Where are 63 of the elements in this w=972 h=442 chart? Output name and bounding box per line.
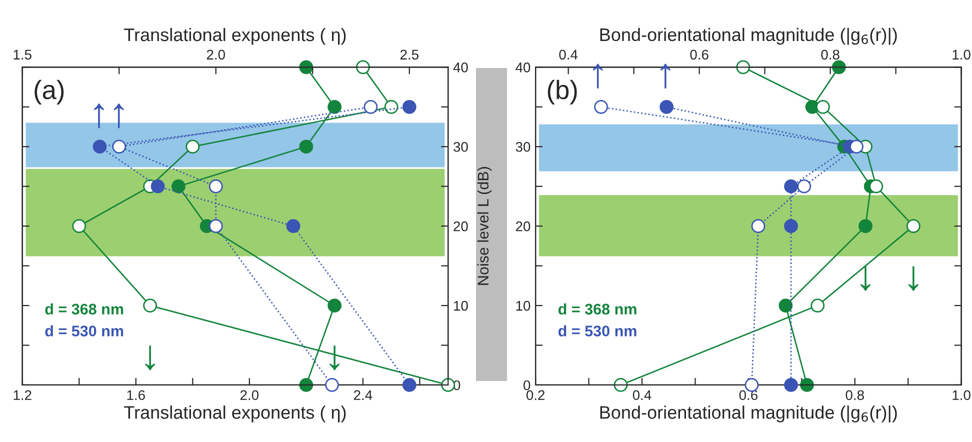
point	[869, 179, 884, 194]
x2-tick-label: 1.5	[14, 50, 32, 60]
y-tick-label: 20	[454, 221, 468, 232]
point	[143, 298, 158, 312]
point	[810, 298, 825, 312]
x-tick-label: 0.6	[739, 390, 758, 400]
text: d = 368 nm	[558, 303, 636, 315]
point	[328, 298, 342, 312]
annotation: ↑	[660, 64, 670, 88]
annotation: ↑	[592, 64, 603, 88]
x2-tick-label: 0.6	[690, 50, 708, 60]
annotation: ↓	[145, 346, 155, 370]
x-tick-label: 1.2	[14, 390, 32, 400]
y-axis-title: Noise level L (dB)	[477, 167, 492, 285]
y-tick-label: 30	[516, 142, 530, 152]
x2-axis-title: Bond-orientational magnitude (|g$_{6}$(r)|)	[600, 28, 897, 45]
x-axis-title: Translational exponents ( η)	[124, 406, 346, 422]
point	[736, 60, 750, 74]
text: d = 530 nm	[45, 325, 124, 336]
x-tick-label: 1.0	[952, 390, 970, 400]
point	[858, 219, 872, 234]
point	[832, 60, 846, 74]
x-tick-label: 2.4	[354, 390, 372, 400]
annotation: (b)	[548, 80, 577, 104]
x2-tick-label: 0.8	[821, 50, 840, 60]
x2-tick-label: 2.0	[206, 50, 225, 60]
point	[172, 179, 186, 194]
point	[299, 60, 314, 74]
point	[328, 100, 342, 114]
y-tick-label: 30	[453, 142, 468, 152]
point	[299, 378, 314, 392]
text: d = 368 nm	[45, 303, 124, 315]
x-tick-label: 0.4	[632, 390, 652, 400]
point	[299, 140, 314, 154]
y-tick-label: 10	[454, 300, 468, 311]
x2-tick-label: 1.0	[952, 50, 970, 60]
point	[800, 378, 814, 392]
x2-tick-label: 0.4	[559, 50, 578, 60]
y-tick-label: 40	[453, 62, 468, 72]
annotation: ↓	[860, 266, 870, 291]
x-tick-label: 1.6	[127, 390, 145, 400]
annotation: ↓	[908, 266, 918, 291]
x-axis-title: Bond-orientational magnitude (|g$_{6}$(r)|)	[600, 406, 897, 422]
y-tick-label: 0	[524, 380, 530, 390]
y-tick-label: 40	[516, 62, 530, 72]
x-tick-label: 0.2	[526, 390, 545, 400]
annotation: ↑	[94, 103, 104, 128]
x2-axis-title: Translational exponents ( η)	[124, 28, 346, 45]
annotation: (a)	[34, 80, 64, 104]
point	[816, 100, 830, 114]
text: d = 530 nm	[558, 325, 636, 336]
x-tick-label: 0.8	[846, 390, 864, 400]
point	[186, 140, 200, 154]
x2-tick-label: 2.5	[400, 50, 418, 60]
point	[72, 219, 86, 234]
point	[906, 219, 920, 234]
y-tick-label: 20	[516, 221, 530, 232]
annotation: ↑	[114, 103, 124, 128]
y-tick-label: 10	[516, 300, 530, 311]
x-tick-label: 2.0	[240, 390, 259, 400]
point	[778, 298, 793, 312]
point	[384, 100, 398, 114]
point	[356, 60, 370, 74]
